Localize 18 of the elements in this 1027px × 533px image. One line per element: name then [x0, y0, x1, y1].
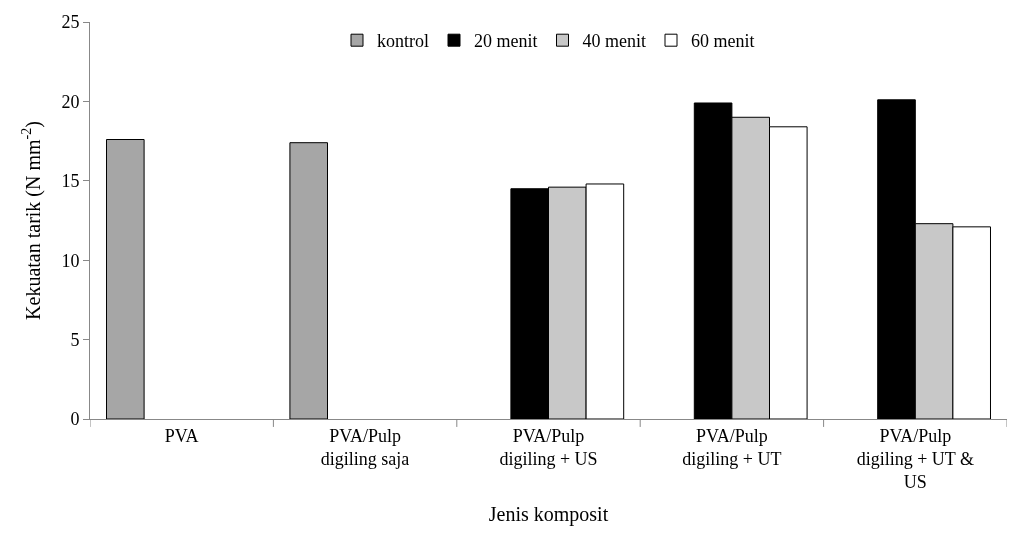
y-tick-label: 10 — [61, 250, 80, 271]
x-tick-label: PVA/Pulp digiling + UT & US — [856, 425, 974, 493]
legend-label: 40 menit — [582, 31, 646, 52]
x-axis-title: Jenis komposit — [488, 502, 609, 526]
legend-label: kontrol — [377, 31, 429, 52]
x-tick-label: PVA — [164, 425, 199, 446]
legend-label: 20 menit — [474, 31, 538, 52]
bar — [289, 142, 328, 419]
y-tick-label: 20 — [61, 91, 80, 112]
y-tick-label: 25 — [61, 12, 80, 33]
bar — [106, 139, 145, 419]
y-tick-label: 0 — [70, 409, 80, 430]
x-tick-label: PVA/Pulp digiling + US — [499, 425, 598, 469]
legend-label: 60 menit — [691, 31, 755, 52]
x-tick-label: PVA/Pulp digiling saja — [320, 425, 410, 469]
x-tick-label: PVA/Pulp digiling + UT — [682, 425, 782, 469]
y-tick-label: 5 — [70, 329, 80, 350]
y-tick-label: 15 — [61, 171, 80, 192]
